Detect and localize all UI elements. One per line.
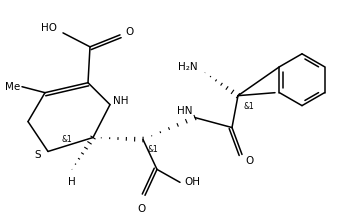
Text: HO: HO bbox=[41, 23, 57, 33]
Text: H: H bbox=[68, 177, 76, 187]
Text: O: O bbox=[138, 204, 146, 214]
Text: HN: HN bbox=[177, 106, 193, 116]
Text: &1: &1 bbox=[61, 135, 72, 144]
Text: O: O bbox=[245, 156, 253, 166]
Text: OH: OH bbox=[184, 177, 200, 187]
Text: &1: &1 bbox=[243, 102, 254, 111]
Text: O: O bbox=[125, 27, 133, 37]
Text: &1: &1 bbox=[148, 145, 159, 154]
Text: Me: Me bbox=[5, 82, 20, 92]
Text: H₂N: H₂N bbox=[178, 62, 198, 72]
Text: NH: NH bbox=[113, 96, 129, 106]
Text: S: S bbox=[34, 150, 41, 160]
